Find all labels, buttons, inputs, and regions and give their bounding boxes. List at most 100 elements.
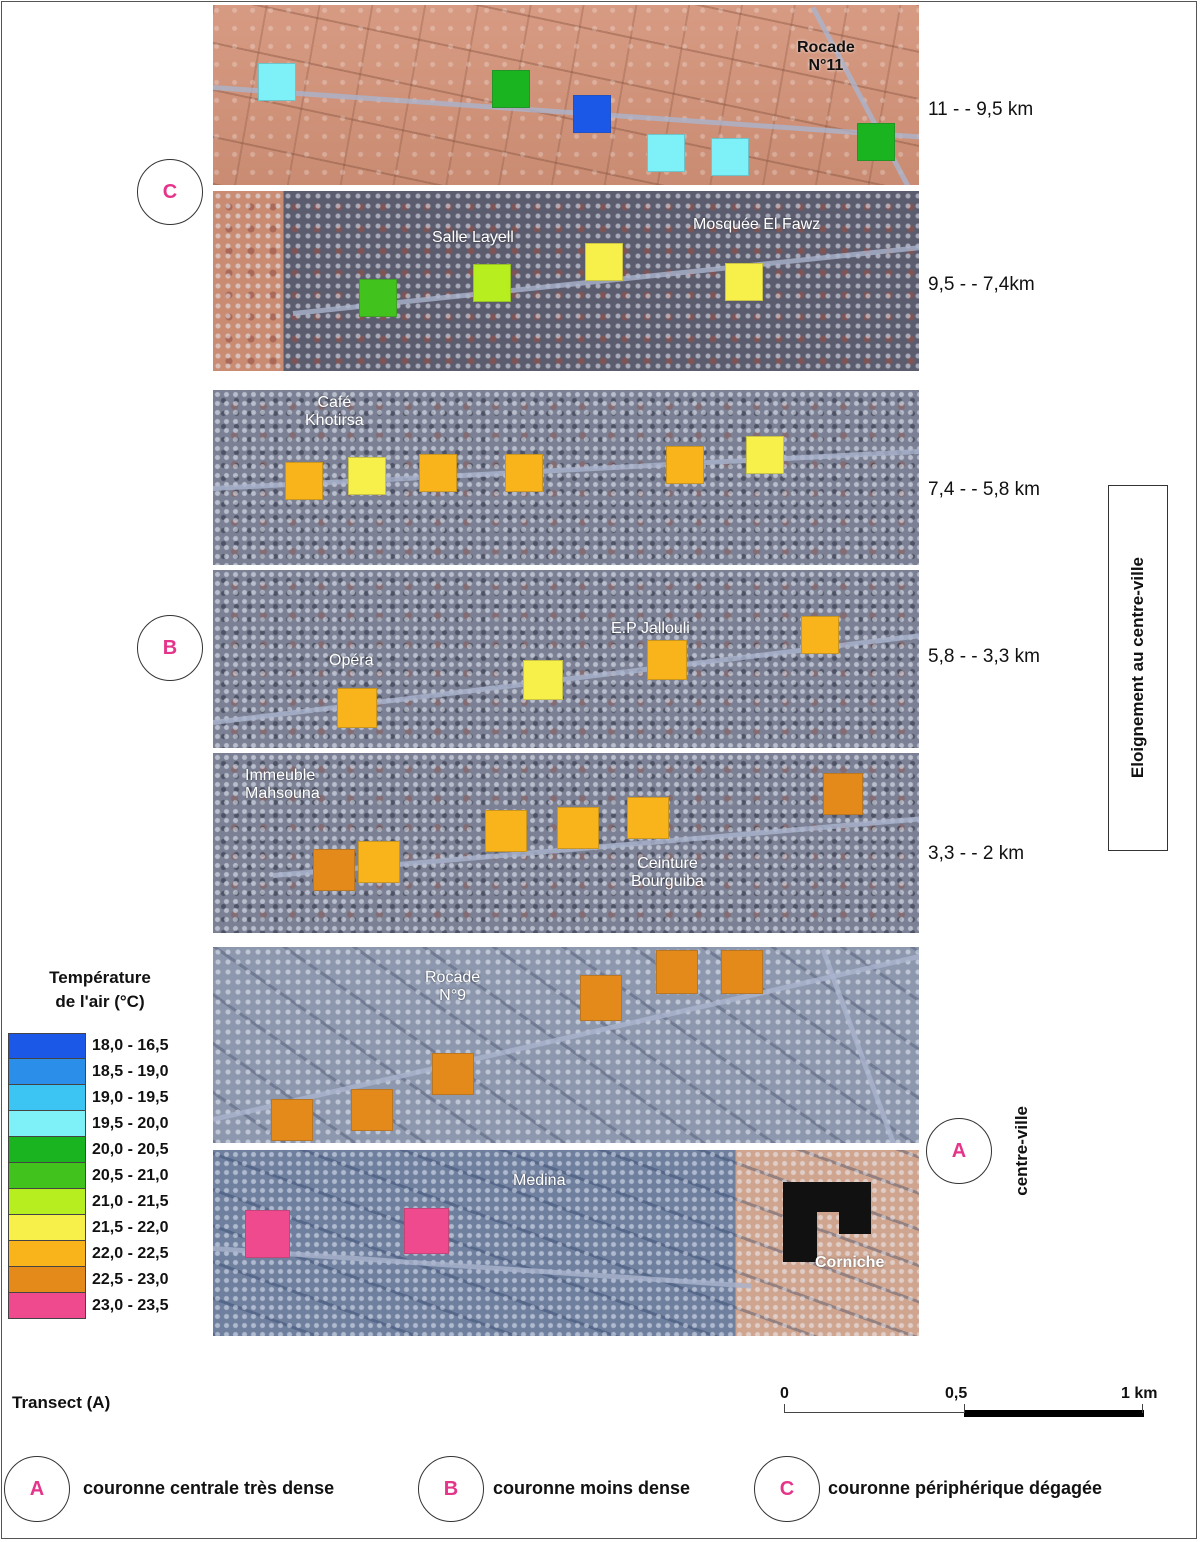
zone-c-marker: C	[137, 159, 203, 225]
temperature-legend: 18,0 - 16,5 18,5 - 19,0 19,0 - 19,5 19,5 - …	[8, 1033, 169, 1319]
legend-swatch	[8, 1059, 86, 1085]
footer-text-c: couronne périphérique dégagée	[828, 1478, 1103, 1498]
legend-swatch	[8, 1137, 86, 1163]
scale-tick	[964, 1404, 965, 1413]
temperature-cell	[725, 263, 763, 301]
temperature-cell	[823, 773, 863, 815]
temperature-cell	[485, 810, 527, 852]
temperature-cell	[721, 950, 763, 994]
temperature-cell	[351, 1089, 393, 1131]
temperature-cell	[313, 849, 355, 891]
temperature-cell	[580, 975, 622, 1021]
scale-label-1km: 1 km	[1121, 1385, 1158, 1402]
temperature-cell	[432, 1053, 474, 1095]
legend-item: 20,0 - 20,5	[8, 1137, 169, 1163]
temperature-cell	[285, 462, 323, 500]
centre-ville-label-wrap: centre-ville	[1002, 1082, 1042, 1220]
label-immeuble-mahsouna: Immeuble Mahsouna	[245, 767, 320, 802]
building	[783, 1182, 817, 1262]
temperature-cell	[271, 1099, 313, 1141]
legend-swatch	[8, 1033, 86, 1059]
scale-bar-segment	[964, 1410, 1144, 1417]
legend-item: 18,0 - 16,5	[8, 1033, 169, 1059]
legend-title-line2: de l'air (°C)	[55, 992, 145, 1011]
temperature-cell	[857, 123, 895, 161]
footer-text-a: couronne centrale très dense	[83, 1478, 335, 1498]
scale-bar-line	[784, 1412, 1139, 1413]
footer-text-b: couronne moins dense	[493, 1478, 691, 1498]
temperature-cell	[505, 454, 543, 492]
legend-title: Température de l'air (°C)	[10, 966, 190, 1014]
temperature-cell	[492, 70, 530, 108]
label-rocade-9: Rocade N°9	[425, 969, 481, 1004]
label-cafe-khotirsa: Café Khotirsa	[305, 394, 364, 429]
axis-title: Eloignement au centre-ville	[1128, 557, 1147, 779]
legend-range: 19,0 - 19,5	[92, 1089, 169, 1106]
legend-swatch	[8, 1293, 86, 1319]
footer-marker-c: C	[754, 1456, 820, 1522]
temperature-cell	[359, 279, 397, 317]
legend-item: 21,5 - 22,0	[8, 1215, 169, 1241]
transect-label: Transect (A)	[12, 1393, 111, 1412]
label-ep-jallouli: E.P Jallouli	[611, 620, 690, 637]
map-panel-9-5-7-4km: Salle Layell Mosquée El Fawz	[213, 191, 919, 371]
distance-label: 7,4 - - 5,8 km	[928, 479, 1040, 500]
temperature-cell	[348, 457, 386, 495]
legend-range: 20,0 - 20,5	[92, 1141, 169, 1158]
temperature-cell	[627, 797, 669, 839]
distance-label: 5,8 - - 3,3 km	[928, 646, 1040, 667]
legend-item: 20,5 - 21,0	[8, 1163, 169, 1189]
map-panel-3-3-2km: Immeuble Mahsouna Ceinture Bourguiba	[213, 753, 919, 933]
legend-range: 21,5 - 22,0	[92, 1219, 169, 1236]
road	[213, 85, 919, 141]
legend-item: 19,5 - 20,0	[8, 1111, 169, 1137]
legend-item: 18,5 - 19,0	[8, 1059, 169, 1085]
distance-label: 3,3 - - 2 km	[928, 843, 1025, 864]
legend-range: 18,0 - 16,5	[92, 1037, 169, 1054]
footer-marker-a: A	[4, 1456, 70, 1522]
temperature-cell	[557, 807, 599, 849]
map-panel-medina: Medina Corniche	[213, 1150, 919, 1336]
road	[820, 948, 915, 1143]
label-corniche: Corniche	[815, 1254, 885, 1271]
label-mosquee-el-fawz: Mosquée El Fawz	[693, 216, 821, 233]
map-panel-11-9-5km: Rocade N°11	[213, 5, 919, 185]
axis-title-box: Eloignement au centre-ville	[1108, 485, 1168, 851]
legend-range: 18,5 - 19,0	[92, 1063, 169, 1080]
legend-swatch	[8, 1215, 86, 1241]
legend-range: 20,5 - 21,0	[92, 1167, 169, 1184]
temperature-cell	[245, 1210, 290, 1258]
legend-item: 21,0 - 21,5	[8, 1189, 169, 1215]
legend-range: 19,5 - 20,0	[92, 1115, 169, 1132]
label-ceinture-bourguiba: Ceinture Bourguiba	[631, 855, 704, 890]
legend-range: 22,0 - 22,5	[92, 1245, 169, 1262]
scale-tick	[1142, 1404, 1143, 1413]
legend-swatch	[8, 1189, 86, 1215]
temperature-cell	[404, 1208, 449, 1254]
legend-swatch	[8, 1163, 86, 1189]
temperature-cell	[801, 616, 839, 654]
temperature-cell	[573, 95, 611, 133]
scale-label-half: 0,5	[945, 1385, 968, 1402]
temperature-cell	[358, 841, 400, 883]
map-panel-5-8-3-3km: Opéra E.P Jallouli	[213, 570, 919, 748]
zone-a-marker: A	[926, 1118, 992, 1184]
temperature-cell	[419, 454, 457, 492]
legend-item: 23,0 - 23,5	[8, 1293, 169, 1319]
legend-item: 19,0 - 19,5	[8, 1085, 169, 1111]
legend-swatch	[8, 1085, 86, 1111]
legend-title-line1: Température	[49, 968, 151, 987]
label-salle-layell: Salle Layell	[432, 229, 514, 246]
scale-tick	[784, 1404, 785, 1413]
temperature-cell	[666, 446, 704, 484]
map-panel-rocade-9: Rocade N°9	[213, 947, 919, 1143]
scale-label-0: 0	[780, 1385, 789, 1402]
footer-marker-b: B	[418, 1456, 484, 1522]
temperature-cell	[746, 436, 784, 474]
temperature-cell	[647, 640, 687, 680]
legend-swatch	[8, 1267, 86, 1293]
label-opera: Opéra	[329, 652, 374, 669]
road	[213, 950, 919, 1122]
legend-swatch	[8, 1111, 86, 1137]
